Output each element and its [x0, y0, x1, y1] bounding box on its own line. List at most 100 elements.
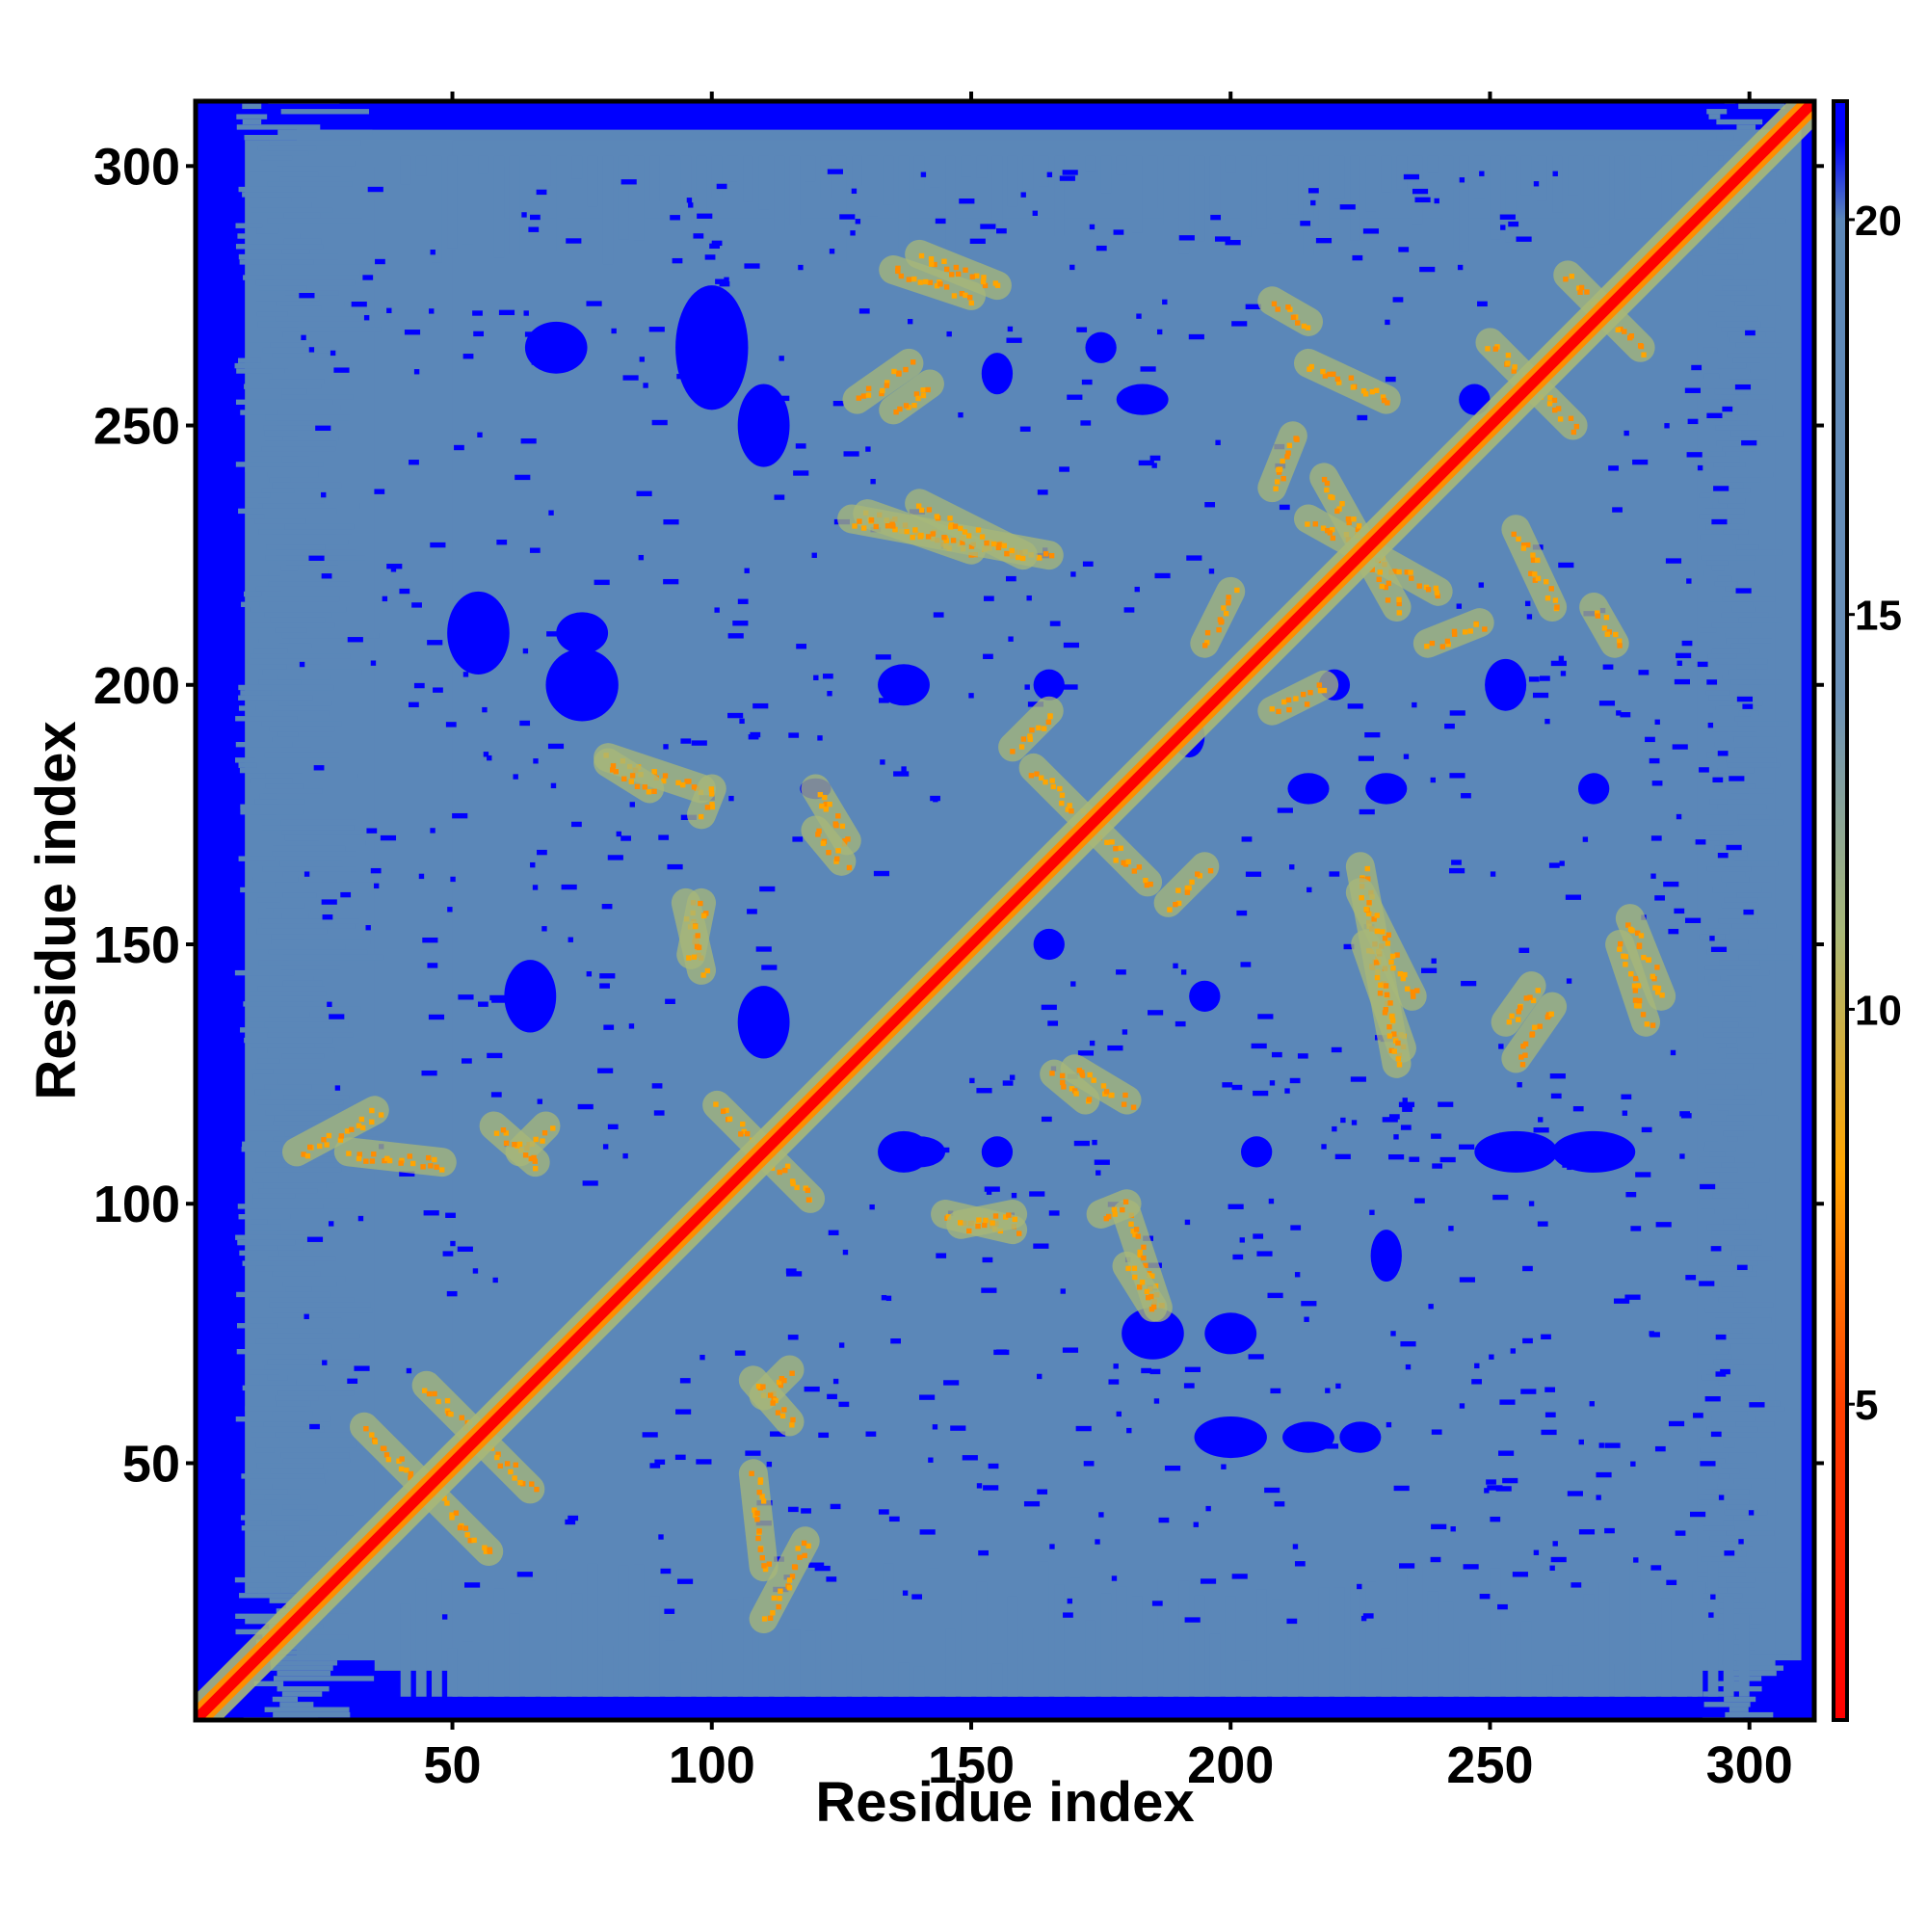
packed-edge	[1734, 747, 1777, 753]
void-speckle	[1550, 1556, 1567, 1563]
contact-point	[770, 1400, 776, 1406]
void-speckle	[450, 1240, 456, 1247]
void-speckle	[1069, 264, 1075, 271]
contact-point	[444, 1398, 451, 1404]
packed-edge	[571, 155, 583, 179]
contact-point	[1522, 1052, 1528, 1058]
packed-edge	[1733, 1364, 1774, 1370]
packed-edge	[253, 1654, 331, 1661]
void-speckle	[858, 308, 870, 314]
packed-edge	[1708, 114, 1721, 119]
contact-point	[884, 383, 890, 388]
packed-edge	[277, 1390, 355, 1396]
packed-edge	[270, 1660, 338, 1666]
contact-point	[981, 275, 987, 280]
packed-edge	[276, 1530, 337, 1536]
void-speckle	[404, 330, 421, 335]
contact-point	[749, 1470, 754, 1476]
void-speckle	[1032, 210, 1038, 216]
packed-edge	[280, 1452, 350, 1459]
void-speckle	[1152, 1321, 1158, 1327]
packed-edge	[238, 684, 334, 691]
packed-edge	[1722, 1021, 1739, 1028]
packed-edge	[257, 1058, 280, 1064]
contact-point	[979, 534, 986, 540]
void-speckle	[1321, 1144, 1327, 1150]
void-speckle	[1200, 1578, 1217, 1584]
contact-point	[1132, 1274, 1138, 1281]
contact-point	[1111, 1206, 1118, 1212]
void-speckle	[1399, 1563, 1415, 1569]
packed-edge	[1733, 736, 1782, 742]
contact-band	[1615, 904, 1676, 1011]
packed-edge	[273, 1121, 352, 1126]
packed-edge	[1722, 129, 1769, 135]
contact-point	[1509, 1013, 1515, 1019]
void-speckle	[1463, 1564, 1479, 1570]
packed-edge	[1701, 1374, 1728, 1381]
packed-edge	[242, 103, 262, 110]
void-speckle	[832, 400, 844, 407]
contact-band	[738, 1365, 805, 1437]
packed-edge	[281, 394, 354, 400]
packed-edge	[1736, 892, 1772, 898]
packed-edge	[1704, 1390, 1725, 1396]
void-speckle	[1392, 297, 1404, 303]
contact-point	[1576, 285, 1582, 291]
void-speckle	[1248, 1354, 1264, 1360]
packed-edge	[945, 1628, 956, 1697]
void-speckle	[795, 443, 806, 449]
void-speckle	[774, 494, 785, 500]
void-speckle	[1107, 1045, 1123, 1051]
packed-edge	[1661, 1598, 1672, 1697]
void-speckle	[1204, 502, 1216, 508]
packed-edge	[262, 347, 337, 354]
packed-edge	[1703, 301, 1735, 306]
packed-edge	[1007, 1596, 1018, 1697]
contact-point	[1371, 916, 1377, 922]
void-speckle	[675, 1409, 692, 1415]
contact-point	[955, 271, 962, 278]
packed-edge	[271, 534, 337, 540]
contact-point	[500, 1127, 507, 1133]
contact-point	[1048, 552, 1055, 559]
packed-edge	[1721, 1282, 1734, 1287]
packed-edge	[268, 1561, 306, 1568]
packed-edge	[1568, 155, 1578, 196]
packed-edge	[1700, 160, 1741, 167]
contact-point	[767, 1615, 774, 1621]
packed-edge	[1738, 1079, 1750, 1085]
packed-edge	[1629, 1563, 1641, 1697]
void-speckle	[1745, 330, 1755, 336]
packed-edge	[240, 690, 272, 696]
packed-edge	[1256, 1589, 1267, 1697]
packed-edge	[244, 135, 332, 141]
packed-edge	[264, 1707, 350, 1712]
contact-point	[1400, 975, 1407, 982]
void-speckle	[1108, 1379, 1120, 1385]
contact-point	[1568, 415, 1574, 421]
void-speckle	[895, 688, 912, 695]
packed-edge	[267, 1047, 335, 1054]
void-speckle	[1674, 678, 1690, 685]
packed-edge	[1598, 155, 1610, 245]
contact-point	[1387, 1000, 1393, 1006]
packed-edge	[1727, 353, 1782, 358]
packed-edge	[462, 155, 474, 245]
packed-edge	[1705, 523, 1743, 530]
contact-point	[974, 273, 980, 278]
packed-edge	[255, 1167, 342, 1173]
packed-edge	[1699, 514, 1745, 519]
x-tick-label: 150	[928, 1736, 1015, 1794]
packed-edge	[250, 607, 347, 613]
contact-point	[1293, 696, 1299, 701]
packed-edge	[1520, 1621, 1532, 1697]
contact-point	[1380, 394, 1386, 400]
packed-edge	[1722, 1286, 1740, 1292]
packed-edge	[1723, 1520, 1734, 1526]
void-speckle	[1439, 1156, 1456, 1163]
packed-edge	[743, 1597, 753, 1697]
packed-edge	[1718, 1047, 1738, 1054]
packed-edge	[270, 1468, 328, 1474]
packed-edge	[1709, 1151, 1726, 1157]
